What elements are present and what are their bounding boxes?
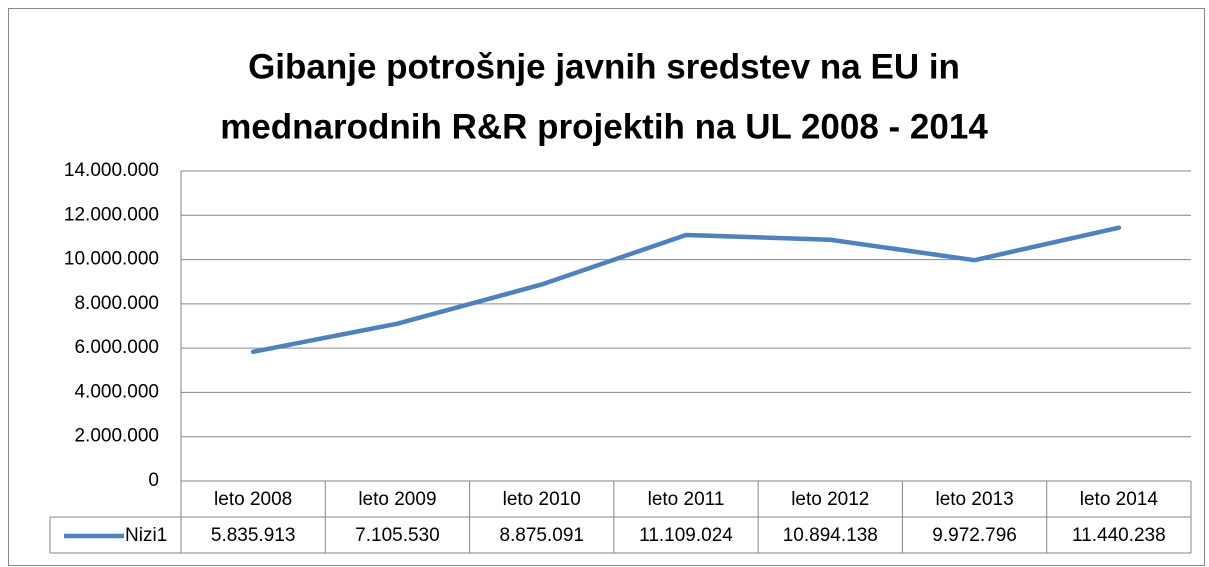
x-tick-label: leto 2008 bbox=[214, 489, 292, 510]
data-label: 8.875.091 bbox=[499, 525, 584, 546]
y-tick-label: 0 bbox=[148, 470, 159, 491]
x-tick-label: leto 2010 bbox=[503, 489, 581, 510]
data-label: 11.109.024 bbox=[639, 525, 733, 546]
x-tick-label: leto 2014 bbox=[1080, 489, 1159, 510]
y-tick-label: 6.000.000 bbox=[74, 337, 159, 358]
chart-title: mednarodnih R&R projektih na UL 2008 - 2… bbox=[220, 107, 988, 146]
y-tick-label: 8.000.000 bbox=[74, 293, 159, 314]
data-label: 5.835.913 bbox=[211, 525, 296, 546]
y-tick-label: 12.000.000 bbox=[64, 204, 159, 225]
y-tick-label: 14.000.000 bbox=[64, 160, 159, 181]
data-label: 10.894.138 bbox=[783, 525, 878, 546]
data-label: 7.105.530 bbox=[355, 525, 440, 546]
x-tick-label: leto 2011 bbox=[648, 489, 725, 510]
chart-border bbox=[8, 8, 1205, 566]
chart-title: Gibanje potrošnje javnih sredstev na EU … bbox=[248, 47, 960, 86]
y-tick-label: 4.000.000 bbox=[74, 381, 159, 402]
x-tick-label: leto 2009 bbox=[358, 489, 436, 510]
legend-label: Nizi1 bbox=[125, 525, 167, 546]
data-label: 9.972.796 bbox=[932, 525, 1017, 546]
line-series bbox=[250, 225, 1122, 355]
y-tick-label: 10.000.000 bbox=[64, 249, 159, 270]
data-label: 11.440.238 bbox=[1072, 525, 1166, 546]
x-tick-label: leto 2012 bbox=[791, 489, 869, 510]
x-tick-label: leto 2013 bbox=[935, 489, 1013, 510]
y-tick-label: 2.000.000 bbox=[74, 426, 159, 447]
